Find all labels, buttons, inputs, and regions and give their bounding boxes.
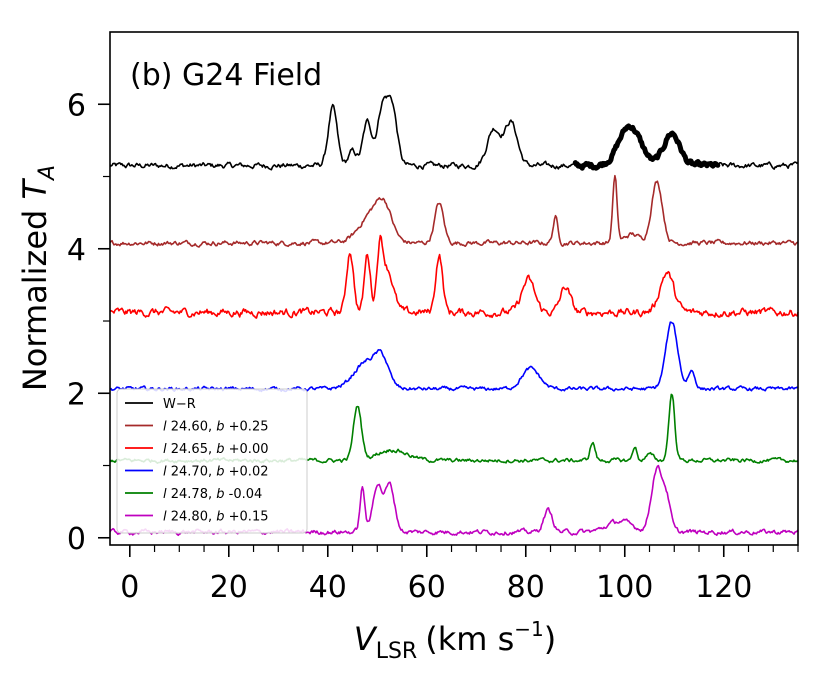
legend-entry: l 24.80, b +0.15: [163, 510, 269, 525]
y-tick-label: 4: [67, 233, 86, 268]
panel-title: (b) G24 Field: [130, 58, 322, 93]
y-axis-label-main: Normalized: [16, 199, 54, 391]
x-axis-label-exp: −1: [514, 617, 543, 641]
legend-entry: l 24.78, b -0.04: [163, 487, 262, 502]
plot-frame: [109, 31, 799, 546]
y-axis-label-sym: T: [16, 177, 54, 199]
y-axis-label-sub: A: [35, 165, 60, 182]
y-tick-label: 2: [67, 377, 86, 412]
x-tick-label: 120: [695, 570, 752, 605]
y-axis-label: Normalized TA: [16, 165, 60, 391]
x-tick-label: 60: [408, 570, 446, 605]
x-tick-label: 0: [120, 570, 139, 605]
legend-entry: l 24.60, b +0.25: [163, 420, 269, 435]
traces: [109, 94, 799, 537]
legend-entry: l 24.65, b +0.00: [163, 442, 269, 457]
series-line-2: [109, 234, 799, 319]
x-axis-label-main: V: [354, 620, 378, 658]
x-axis-label-unit: (km s: [425, 620, 514, 658]
x-axis-label: VLSR (km s−1): [354, 617, 556, 664]
legend-entry: W−R: [163, 397, 196, 412]
x-tick-label: 100: [596, 570, 653, 605]
legend-box: [116, 388, 308, 534]
x-tick-label: 40: [309, 570, 347, 605]
x-axis-label-close: ): [544, 620, 556, 658]
ticks: 0 20 40 60 80 100 120 0 2 4 6: [67, 88, 799, 605]
x-tick-label: 20: [210, 570, 248, 605]
series-line-highlight-0: [572, 123, 721, 171]
legend: W−R l 24.60, b +0.25 l 24.65, b +0.00 l 24.…: [116, 388, 308, 534]
legend-entry: l 24.70, b +0.02: [163, 465, 269, 480]
x-axis-label-sub: LSR: [376, 639, 418, 664]
x-tick-label: 80: [507, 570, 545, 605]
series-line-1: [109, 174, 799, 248]
y-tick-label: 0: [67, 522, 86, 557]
axes: [109, 31, 799, 546]
y-tick-label: 6: [67, 88, 86, 123]
